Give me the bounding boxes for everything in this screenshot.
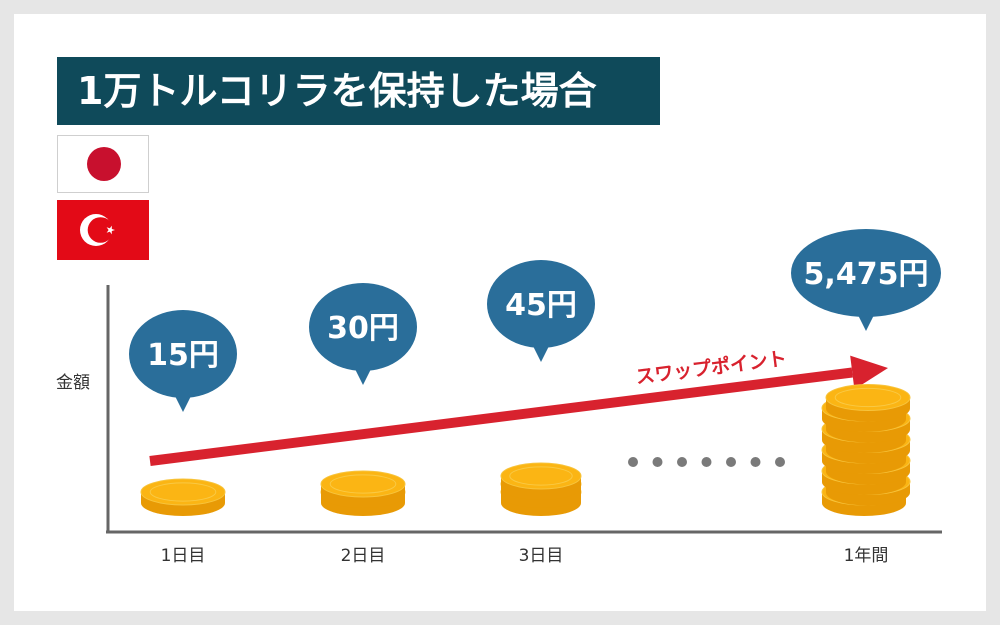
chart-axes: 金額 [56,285,942,534]
value-label: 45円 [505,288,577,323]
value-bubble: 45円 [487,260,595,362]
value-label: 30円 [327,311,399,346]
x-tick-label: 3日目 [519,546,564,566]
swap-arrow-shaft [149,367,853,466]
value-bubble: 5,475円 [791,229,941,331]
coin-stack [500,462,582,516]
ellipsis-dot [726,457,736,467]
value-label: 15円 [147,338,219,373]
japan-flag-disc [87,147,121,181]
ellipsis-dot [628,457,638,467]
x-tick-label: 1年間 [844,546,889,566]
coin [140,478,226,516]
value-bubble: 15円 [129,310,237,412]
turkey-flag [57,200,149,260]
page-title: 1万トルコリラを保持した場合 [57,57,660,125]
x-tick-label: 1日目 [161,546,206,566]
ellipsis-dot [652,457,663,467]
swap-arrow-head [850,355,888,390]
japan-flag [57,135,149,193]
coin-stack [821,384,911,516]
ellipsis-dot [775,457,785,467]
turkey-emblem-icon [80,214,115,246]
value-label: 5,475円 [804,257,929,292]
coin [825,384,911,422]
value-bubble: 30円 [309,283,417,385]
x-tick-label: 2日目 [341,546,386,566]
bubble-body [129,310,237,398]
bubble-body [309,283,417,371]
coin-stack [320,470,406,516]
coin-stack [140,478,226,516]
coin [500,462,582,500]
ellipsis-dot [701,457,712,467]
coin [320,470,406,508]
ellipsis-dot [677,457,687,467]
y-axis-label: 金額 [56,373,90,393]
bubble-body [487,260,595,348]
ellipsis-dot [750,457,761,467]
bubble-body [791,229,941,317]
